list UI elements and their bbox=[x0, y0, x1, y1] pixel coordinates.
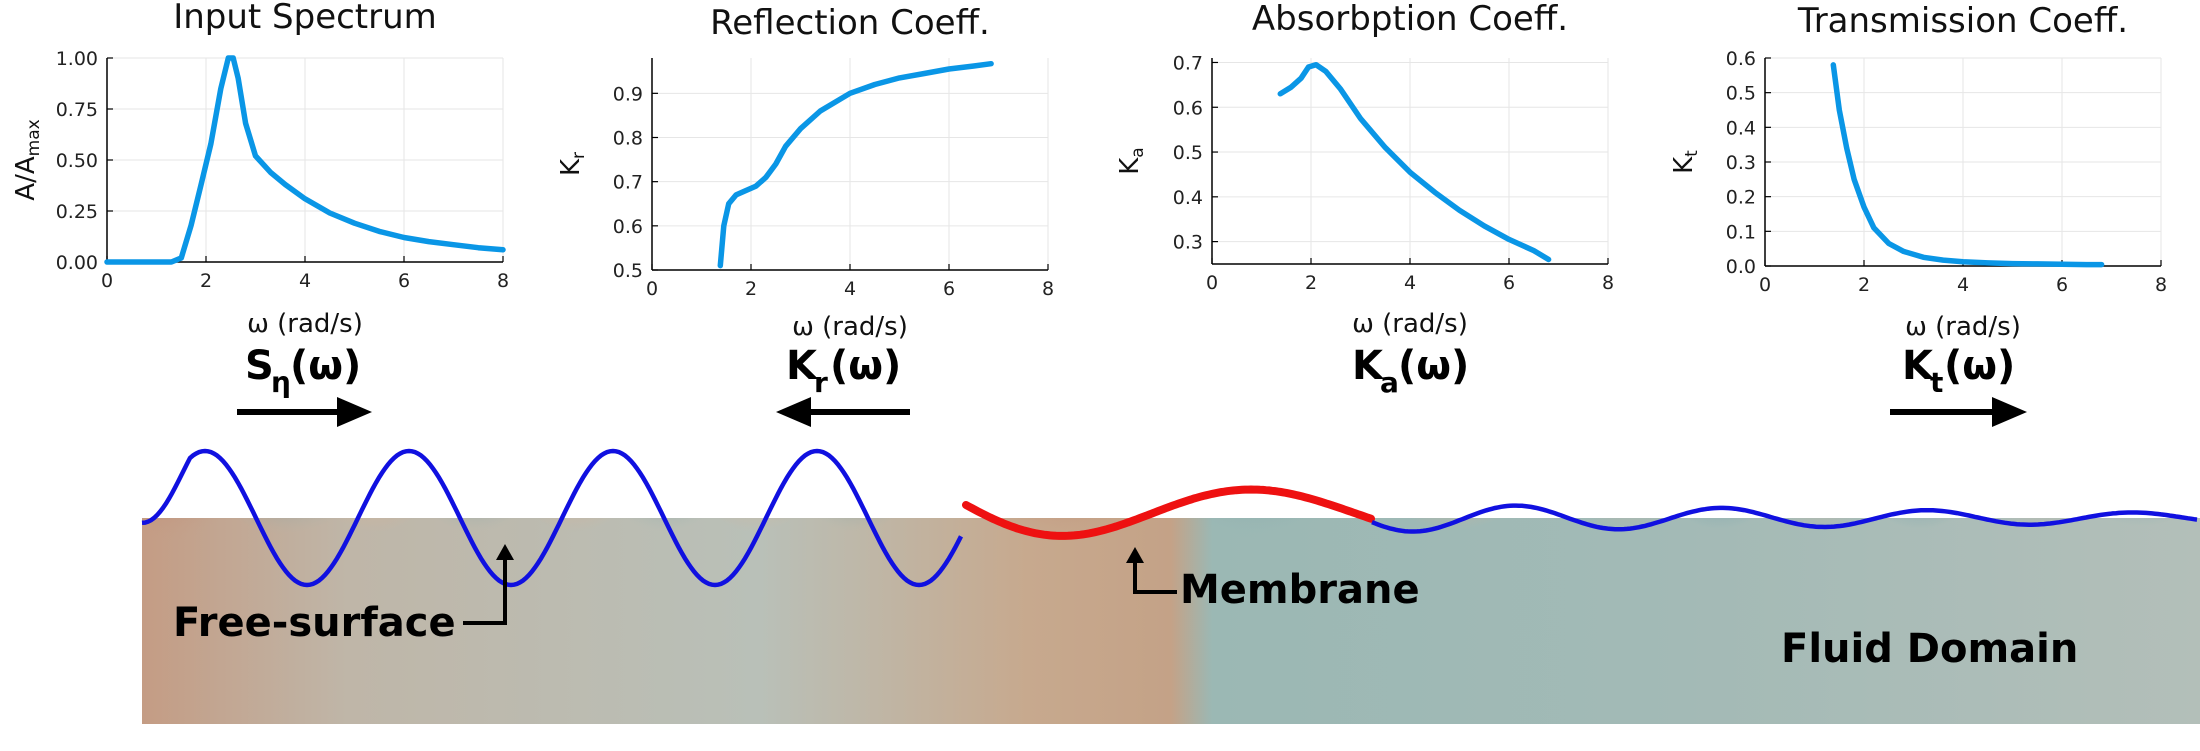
y-axis-label-subscript: max bbox=[24, 119, 44, 156]
symbol-reflection: K r (ω) bbox=[786, 343, 901, 399]
plot-1: 0 2 4 6 8 0.00 0.25 0.50 0.75 1.00 Input Spectrum ω… bbox=[11, 0, 509, 339]
x-tick-label: 0 bbox=[646, 278, 658, 300]
x-tick-label: 8 bbox=[2155, 274, 2167, 296]
symbol-main: S bbox=[245, 343, 274, 389]
y-tick-label: 0.50 bbox=[56, 150, 98, 172]
x-tick-label: 0 bbox=[1759, 274, 1771, 296]
y-tick-label: 0.7 bbox=[1173, 52, 1203, 74]
y-tick-label: 0.7 bbox=[613, 172, 643, 194]
arrow-incident-right-icon bbox=[237, 397, 372, 427]
symbol-input-spectrum: S η (ω) bbox=[245, 343, 361, 399]
y-tick-label: 0.3 bbox=[1173, 232, 1203, 254]
plot-title: Absorbption Coeff. bbox=[1252, 0, 1568, 39]
x-tick-label: 8 bbox=[1602, 272, 1614, 294]
y-axis-label: A/Amax bbox=[11, 119, 44, 200]
symbol-main: K bbox=[1352, 343, 1385, 389]
x-tick-label: 4 bbox=[1404, 272, 1416, 294]
y-tick-label: 0.5 bbox=[613, 260, 643, 282]
y-tick-label: 0.4 bbox=[1726, 117, 1756, 139]
y-tick-label: 0.5 bbox=[1726, 83, 1756, 105]
symbol-argument: (ω) bbox=[830, 343, 901, 389]
y-axis-label-subscript: t bbox=[1682, 150, 1702, 157]
y-tick-label: 0.8 bbox=[613, 128, 643, 150]
x-axis-label: ω (rad/s) bbox=[792, 312, 908, 342]
x-tick-label: 2 bbox=[200, 270, 212, 292]
symbol-subscript: η bbox=[271, 366, 291, 399]
symbol-subscript: r bbox=[814, 366, 828, 399]
y-tick-label: 0.1 bbox=[1726, 221, 1756, 243]
y-tick-label: 1.00 bbox=[56, 48, 98, 70]
series-line bbox=[1277, 61, 1552, 263]
x-tick-label: 6 bbox=[398, 270, 410, 292]
x-tick-label: 2 bbox=[1858, 274, 1870, 296]
series-line bbox=[1830, 62, 2105, 268]
free-surface-wave-transmitted bbox=[1371, 503, 2198, 534]
y-tick-label: 0.6 bbox=[1726, 48, 1756, 70]
symbol-absorption: K a (ω) bbox=[1352, 343, 1469, 399]
x-tick-label: 4 bbox=[844, 278, 856, 300]
symbol-subscript: t bbox=[1930, 366, 1943, 399]
series-line bbox=[104, 55, 506, 265]
plot-4: 0 2 4 6 8 0.0 0.1 0.2 0.3 0.4 0.5 0.6 Transmission C… bbox=[1669, 1, 2167, 342]
y-tick-label: 0.2 bbox=[1726, 187, 1756, 209]
x-tick-label: 4 bbox=[1957, 274, 1969, 296]
membrane-callout: Membrane bbox=[1126, 547, 1420, 613]
y-axis-label: Kr bbox=[556, 152, 589, 176]
y-tick-label: 0.3 bbox=[1726, 152, 1756, 174]
y-tick-label: 0.00 bbox=[56, 252, 98, 274]
membrane-label: Membrane bbox=[1180, 567, 1420, 613]
x-tick-label: 2 bbox=[1305, 272, 1317, 294]
y-tick-label: 0.0 bbox=[1726, 256, 1756, 278]
y-axis-label-subscript: r bbox=[569, 152, 589, 159]
x-tick-label: 0 bbox=[101, 270, 113, 292]
symbol-transmission: K t (ω) bbox=[1902, 343, 2015, 399]
y-axis-label-subscript: a bbox=[1128, 147, 1148, 157]
y-tick-label: 0.5 bbox=[1173, 142, 1203, 164]
y-tick-label: 0.9 bbox=[613, 83, 643, 105]
x-tick-label: 2 bbox=[745, 278, 757, 300]
x-tick-label: 4 bbox=[299, 270, 311, 292]
series-line bbox=[717, 60, 994, 269]
plot-title: Transmission Coeff. bbox=[1797, 1, 2128, 41]
fluid-domain bbox=[141, 448, 2200, 724]
symbol-argument: (ω) bbox=[1398, 343, 1469, 389]
y-tick-label: 0.25 bbox=[56, 201, 98, 223]
y-tick-label: 0.6 bbox=[613, 216, 643, 238]
y-tick-label: 0.6 bbox=[1173, 97, 1203, 119]
arrow-reflected-left-icon bbox=[776, 397, 910, 427]
symbol-main: K bbox=[786, 343, 819, 389]
y-axis-label: Ka bbox=[1115, 147, 1148, 174]
plot-2: 0 2 4 6 8 0.5 0.6 0.7 0.8 0.9 Reflection Coeff. ω (… bbox=[556, 3, 1054, 342]
x-axis-label: ω (rad/s) bbox=[1352, 309, 1468, 339]
x-tick-label: 0 bbox=[1206, 272, 1218, 294]
fluid-domain-label: Fluid Domain bbox=[1781, 626, 2078, 672]
y-axis-label: Kt bbox=[1669, 150, 1702, 174]
x-tick-label: 6 bbox=[943, 278, 955, 300]
symbol-argument: (ω) bbox=[290, 343, 361, 389]
free-surface-label: Free-surface bbox=[173, 600, 456, 646]
x-axis-label: ω (rad/s) bbox=[1905, 312, 2021, 342]
plot-title: Input Spectrum bbox=[173, 0, 437, 37]
plot-title: Reflection Coeff. bbox=[710, 3, 990, 43]
y-tick-label: 0.75 bbox=[56, 99, 98, 121]
free-surface-callout: Free-surface bbox=[173, 544, 514, 646]
x-tick-label: 6 bbox=[1503, 272, 1515, 294]
pressure-field-blobs bbox=[142, 518, 2195, 638]
membrane-line bbox=[962, 485, 1375, 540]
symbol-main: K bbox=[1902, 343, 1935, 389]
plot-3: 0 2 4 6 8 0.3 0.4 0.5 0.6 0.7 Absorbption Coeff. ω … bbox=[1115, 0, 1614, 339]
x-tick-label: 8 bbox=[1042, 278, 1054, 300]
x-axis-label: ω (rad/s) bbox=[247, 309, 363, 339]
symbol-subscript: a bbox=[1380, 366, 1399, 399]
arrow-transmitted-right-icon bbox=[1890, 397, 2027, 427]
x-tick-label: 8 bbox=[497, 270, 509, 292]
x-tick-label: 6 bbox=[2056, 274, 2068, 296]
symbol-argument: (ω) bbox=[1944, 343, 2015, 389]
y-tick-label: 0.4 bbox=[1173, 187, 1203, 209]
free-surface-wave-incident bbox=[141, 448, 964, 588]
